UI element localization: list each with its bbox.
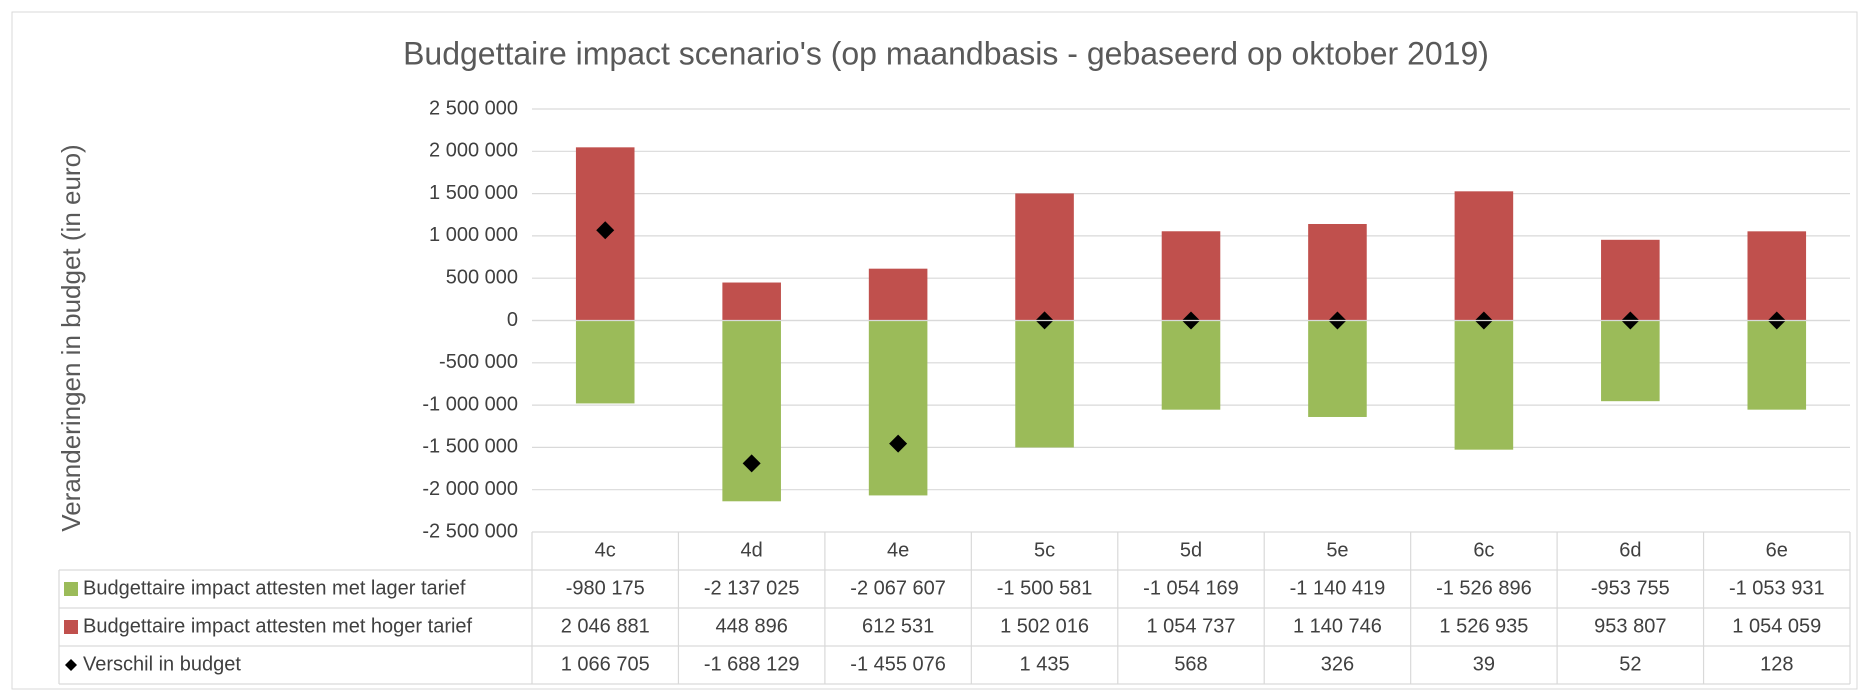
y-tick-label: -1 500 000 [422, 436, 518, 458]
table-value: 326 [1321, 653, 1354, 675]
table-value: 52 [1619, 653, 1641, 675]
chart-border [11, 11, 1858, 690]
table-value: 1 054 737 [1147, 615, 1236, 637]
bar [1747, 320, 1807, 410]
table-value: 448 896 [716, 615, 788, 637]
table-value: -1 688 129 [704, 653, 800, 675]
legend-key [64, 582, 78, 596]
y-tick-label: -500 000 [439, 351, 518, 373]
bar [1601, 320, 1660, 402]
table-value: 953 807 [1594, 615, 1666, 637]
y-tick-label: 0 [507, 309, 518, 331]
table-value: -2 137 025 [704, 577, 800, 599]
legend-key [65, 659, 77, 671]
y-axis-title: Veranderingen in budget (in euro) [56, 144, 86, 531]
bar [868, 268, 928, 321]
legend-label: Budgettaire impact attesten met hoger ta… [83, 615, 473, 637]
bar [722, 320, 781, 502]
y-tick-label: -2 500 000 [422, 520, 518, 542]
x-tick-label: 6c [1473, 539, 1494, 561]
table-value: 128 [1760, 653, 1793, 675]
table-value: -1 455 076 [850, 653, 946, 675]
y-tick-label: 2 000 000 [429, 140, 518, 162]
x-tick-label: 6e [1766, 539, 1788, 561]
table-value: 2 046 881 [561, 615, 650, 637]
x-tick-label: 4d [741, 539, 763, 561]
legend-label: Verschil in budget [83, 653, 241, 675]
y-tick-label: 2 500 000 [429, 97, 518, 119]
bar [1454, 320, 1514, 450]
y-tick-label: -1 000 000 [422, 393, 518, 415]
bar [1015, 193, 1074, 321]
table-value: -1 054 169 [1143, 577, 1239, 599]
x-tick-label: 4c [595, 539, 616, 561]
legend-key [64, 620, 78, 634]
table-value: -1 500 581 [997, 577, 1093, 599]
table-value: 1 140 746 [1293, 615, 1382, 637]
bar [1308, 223, 1367, 321]
table-value: 1 502 016 [1000, 615, 1089, 637]
diamond-marker [889, 434, 908, 453]
diamond-marker [742, 454, 761, 473]
chart-title: Budgettaire impact scenario's (op maandb… [403, 35, 1489, 71]
bar [722, 282, 781, 321]
bar [1601, 239, 1660, 321]
diamond-marker [596, 221, 615, 240]
bar [1161, 231, 1221, 321]
table-value: -953 755 [1591, 577, 1670, 599]
table-value: 612 531 [862, 615, 934, 637]
table-value: -1 053 931 [1729, 577, 1825, 599]
bar [1015, 320, 1074, 448]
bar [575, 320, 635, 404]
x-tick-label: 5c [1034, 539, 1055, 561]
y-tick-label: 1 000 000 [429, 224, 518, 246]
x-tick-label: 5d [1180, 539, 1202, 561]
table-value: -980 175 [566, 577, 645, 599]
bar [1454, 191, 1514, 321]
bar [868, 320, 928, 496]
table-value: 1 526 935 [1439, 615, 1528, 637]
legend-label: Budgettaire impact attesten met lager ta… [83, 577, 466, 599]
table-value: 568 [1174, 653, 1207, 675]
y-tick-label: 500 000 [446, 266, 518, 288]
bar [1747, 231, 1807, 321]
table-value: -2 067 607 [850, 577, 946, 599]
y-tick-label: -2 000 000 [422, 478, 518, 500]
bar [1308, 320, 1367, 417]
bar [1161, 320, 1221, 410]
table-value: -1 140 419 [1290, 577, 1386, 599]
table-value: 1 435 [1020, 653, 1070, 675]
x-tick-label: 5e [1326, 539, 1348, 561]
table-value: 1 054 059 [1732, 615, 1821, 637]
table-value: 39 [1473, 653, 1495, 675]
x-tick-label: 6d [1619, 539, 1641, 561]
table-value: -1 526 896 [1436, 577, 1532, 599]
y-tick-label: 1 500 000 [429, 182, 518, 204]
table-value: 1 066 705 [561, 653, 650, 675]
x-tick-label: 4e [887, 539, 909, 561]
